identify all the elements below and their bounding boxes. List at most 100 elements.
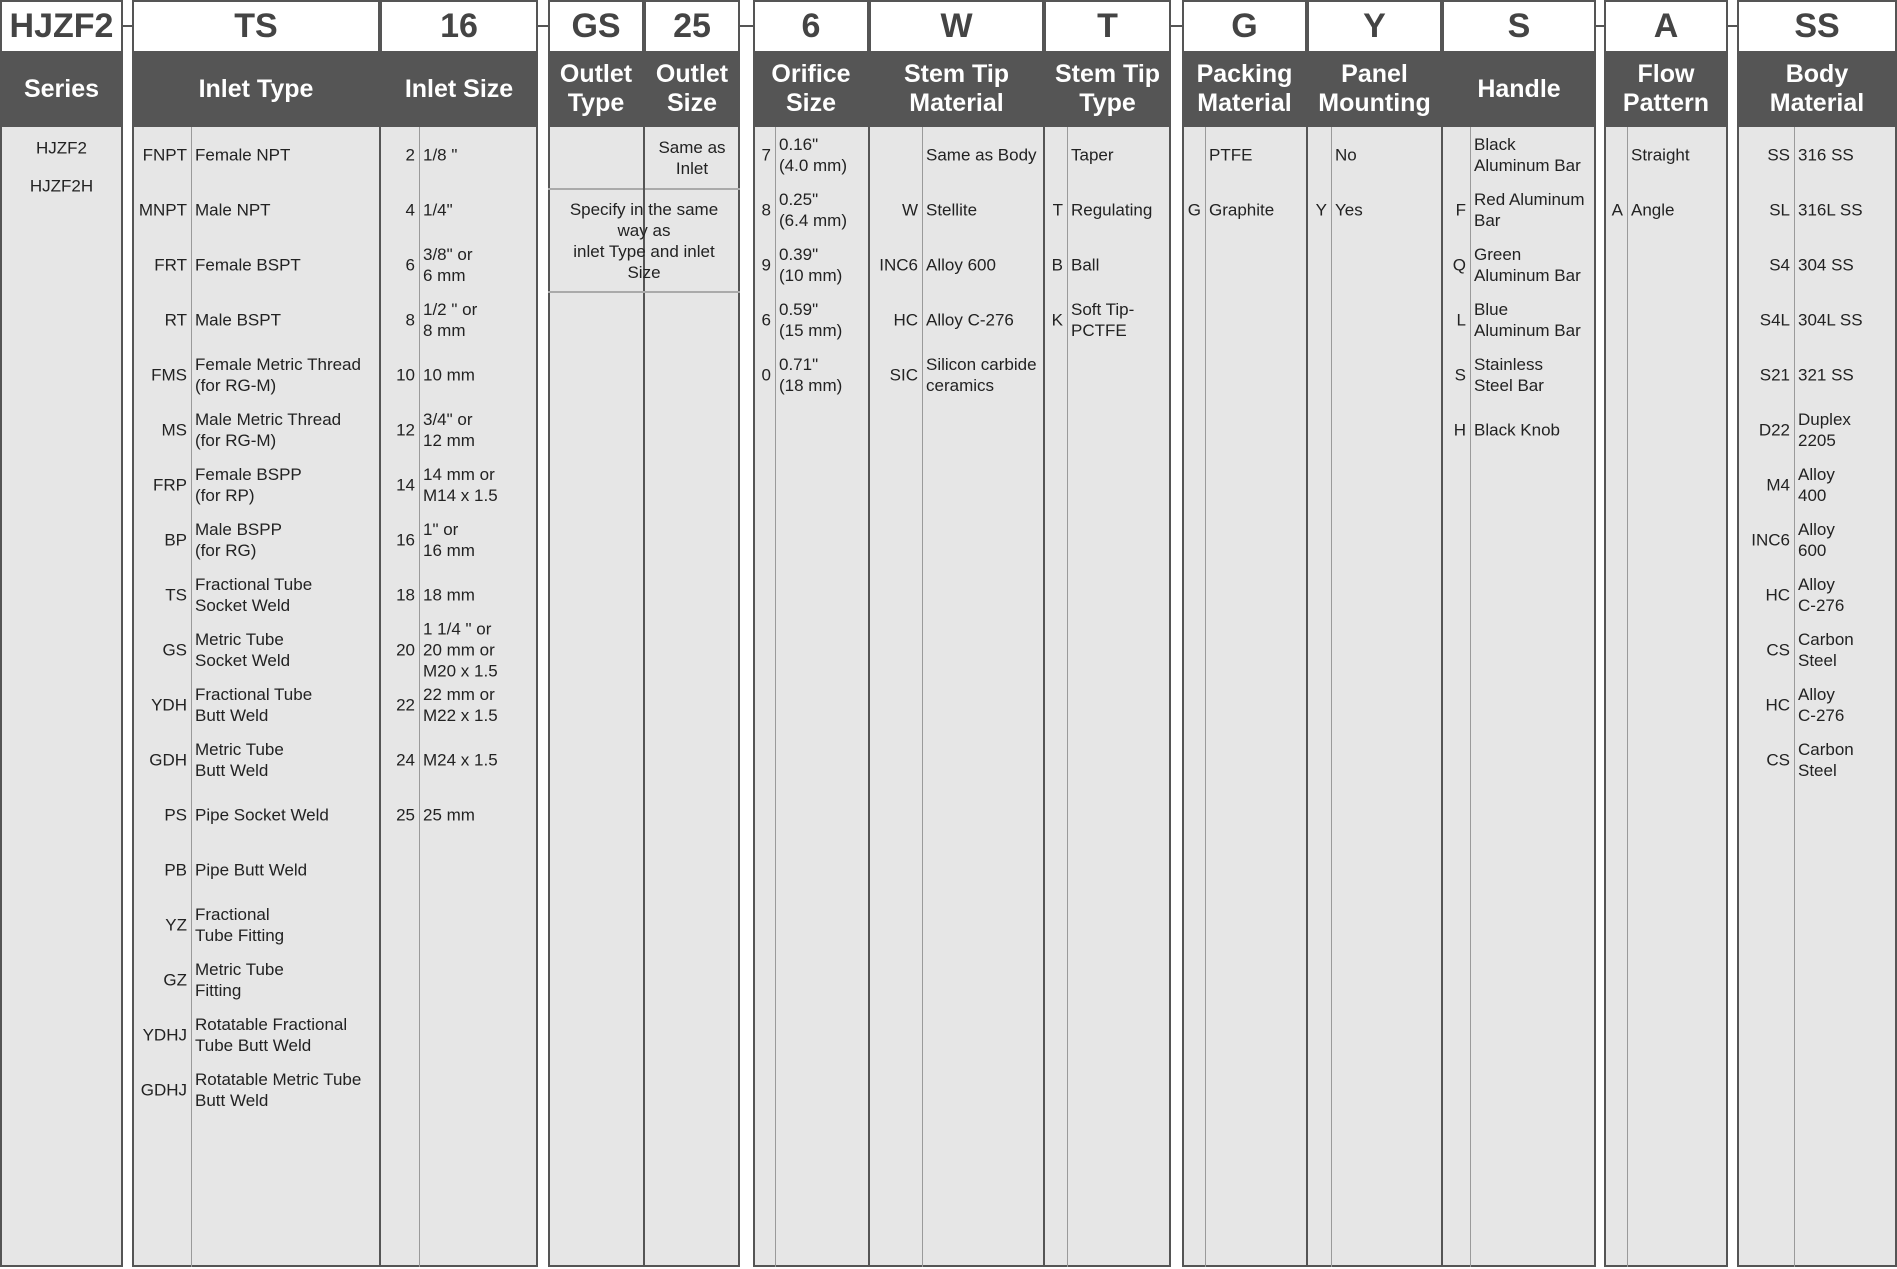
option-label: 0.16" (4.0 mm) xyxy=(779,135,847,175)
code-divider xyxy=(191,127,192,1267)
code-divider xyxy=(1205,127,1206,1267)
option-label: Ball xyxy=(1071,255,1100,275)
code-cell-flow: A xyxy=(1604,0,1728,51)
option-label: Straight xyxy=(1631,145,1690,165)
option-code: MS xyxy=(161,420,188,440)
option-code: 25 xyxy=(396,805,415,825)
option-label: Carbon Steel xyxy=(1798,630,1854,670)
option-code: M4 xyxy=(1766,475,1790,495)
option-label: Female BSPT xyxy=(195,255,301,275)
option-label: Metric Tube Butt Weld xyxy=(195,740,284,780)
option-label: Female BSPP (for RP) xyxy=(195,465,302,505)
option-label: Alloy 600 xyxy=(926,255,996,275)
option-label: PTFE xyxy=(1209,145,1253,165)
option-label: 1" or 16 mm xyxy=(423,520,475,560)
option-label: Green Aluminum Bar xyxy=(1474,245,1581,285)
option-code: 24 xyxy=(396,750,415,770)
option-label: Soft Tip- PCTFE xyxy=(1071,300,1135,340)
code-cell-handle: S xyxy=(1442,0,1596,51)
code-cell-outlet_size: 25 xyxy=(644,0,740,51)
code-cell-stem_material: W xyxy=(869,0,1044,51)
option-label: Stellite xyxy=(926,200,978,220)
option-code: F xyxy=(1455,200,1466,220)
option-label: Black Knob xyxy=(1474,420,1560,440)
separator-dash xyxy=(1728,25,1737,27)
option-code: SS xyxy=(1767,145,1790,165)
option-code: GDHJ xyxy=(140,1080,187,1100)
option-label: 0.59" (15 mm) xyxy=(779,300,843,340)
option-label: Metric Tube Socket Weld xyxy=(195,630,291,670)
option-label: Fractional Tube Fitting xyxy=(195,905,285,945)
option-code: 12 xyxy=(396,420,415,440)
option-code: RT xyxy=(164,310,187,330)
option-code: T xyxy=(1052,200,1063,220)
column-divider xyxy=(868,0,870,1267)
option-code: 18 xyxy=(396,585,415,605)
group-body xyxy=(1604,127,1728,1267)
option-code: YZ xyxy=(165,915,187,935)
option-code: FRP xyxy=(153,475,187,495)
column-header-stem_material: Stem Tip Material xyxy=(869,51,1044,127)
code-cell-orifice: 6 xyxy=(753,0,869,51)
code-divider xyxy=(1470,127,1471,1267)
option-code: A xyxy=(1611,200,1623,220)
option-label: Alloy C-276 xyxy=(1798,575,1845,615)
column-header-outlet_size: Outlet Size xyxy=(644,51,740,127)
same-as-inlet-text: Same as Inlet xyxy=(658,137,726,178)
option-code: H xyxy=(1453,420,1466,440)
column-header-series: Series xyxy=(0,51,123,127)
option-label: No xyxy=(1335,145,1357,165)
separator-dash xyxy=(1596,25,1604,27)
option-code: 14 xyxy=(396,475,415,495)
option-label: Same as Body xyxy=(926,145,1037,165)
option-label: Female Metric Thread (for RG-M) xyxy=(195,355,361,395)
separator-dash xyxy=(1171,25,1182,27)
code-divider xyxy=(1794,127,1795,1267)
code-divider xyxy=(775,127,776,1267)
option-label: 1/8 " xyxy=(423,145,458,165)
option-code: Q xyxy=(1452,255,1466,275)
option-code: YDH xyxy=(151,695,187,715)
option-code: 4 xyxy=(405,200,415,220)
column-divider xyxy=(1441,0,1443,1267)
option-label: Metric Tube Fitting xyxy=(195,960,284,1000)
option-code: CS xyxy=(1766,640,1790,660)
option-code: GS xyxy=(162,640,187,660)
option-code: 8 xyxy=(761,200,771,220)
series-option: HJZF2H xyxy=(29,176,94,196)
option-code: Y xyxy=(1315,200,1327,220)
option-code: 2 xyxy=(405,145,415,165)
option-code: INC6 xyxy=(879,255,918,275)
option-label: Blue Aluminum Bar xyxy=(1474,300,1581,340)
option-label: Black Aluminum Bar xyxy=(1474,135,1581,175)
separator-dash xyxy=(740,25,753,27)
option-label: 22 mm or M22 x 1.5 xyxy=(423,685,498,725)
column-header-panel: Panel Mounting xyxy=(1307,51,1442,127)
option-code: 10 xyxy=(396,365,415,385)
option-label: Rotatable Fractional Tube Butt Weld xyxy=(195,1015,348,1055)
option-code: 16 xyxy=(396,530,415,550)
code-cell-inlet_type: TS xyxy=(132,0,380,51)
option-code: BP xyxy=(164,530,187,550)
option-label: 304L SS xyxy=(1798,310,1863,330)
option-label: 0.71" (18 mm) xyxy=(779,355,843,395)
option-code: 6 xyxy=(761,310,771,330)
option-code: D22 xyxy=(1758,420,1790,440)
option-label: Alloy C-276 xyxy=(926,310,1014,330)
option-label: 10 mm xyxy=(423,365,475,385)
option-label: Male NPT xyxy=(195,200,271,220)
column-divider xyxy=(643,0,645,1267)
option-label: 0.25" (6.4 mm) xyxy=(779,190,847,230)
group-body xyxy=(0,127,123,1267)
option-code: S xyxy=(1454,365,1466,385)
code-divider xyxy=(419,127,420,1267)
option-label: Pipe Socket Weld xyxy=(195,805,329,825)
column-header-flow: Flow Pattern xyxy=(1604,51,1728,127)
option-label: M24 x 1.5 xyxy=(423,750,498,770)
option-label: Red Aluminum Bar xyxy=(1474,190,1585,230)
option-code: HC xyxy=(1765,585,1790,605)
option-code: SL xyxy=(1769,200,1790,220)
option-code: S4L xyxy=(1759,310,1790,330)
option-label: Pipe Butt Weld xyxy=(195,860,308,880)
column-divider xyxy=(1306,0,1308,1267)
